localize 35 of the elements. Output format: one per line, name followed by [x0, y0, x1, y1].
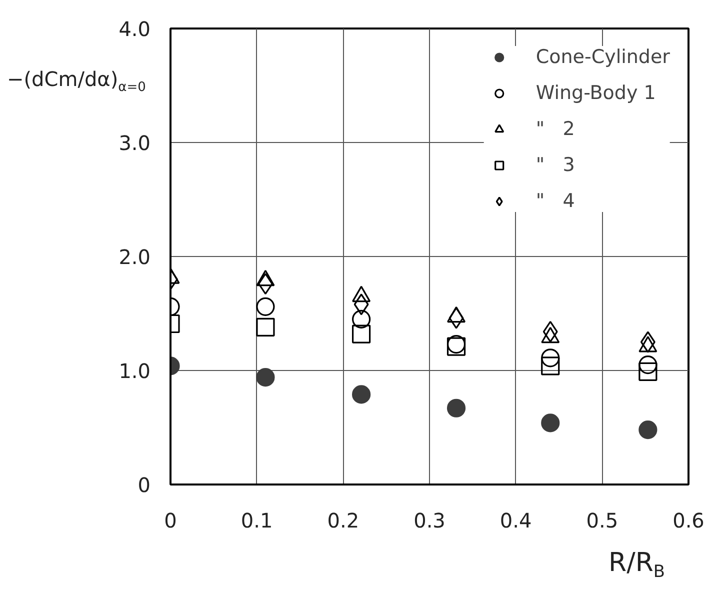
y-axis-title: −(dCm/dα)$_{α=0}$	[7, 67, 146, 95]
legend-label: " 3	[536, 154, 575, 176]
point	[541, 414, 560, 432]
y-tick-label: 3.0	[118, 131, 151, 155]
y-tick-label: 2.0	[118, 245, 151, 269]
point	[256, 318, 275, 336]
y-tick-label: 0	[138, 473, 151, 497]
point	[541, 348, 560, 368]
legend-label: " 2	[536, 118, 575, 140]
point	[354, 294, 369, 316]
point	[446, 398, 466, 418]
point	[638, 420, 658, 440]
point	[448, 307, 464, 329]
point	[256, 297, 275, 316]
x-tick-label: 0.4	[500, 508, 532, 532]
point	[352, 324, 371, 344]
point	[541, 356, 560, 376]
legend-label: Cone-Cylinder	[536, 46, 670, 68]
x-axis-title: R/R$_{B}$	[608, 547, 665, 584]
y-tick-label: 1.0	[118, 359, 151, 383]
point	[640, 331, 656, 353]
point	[352, 385, 371, 404]
x-tick-label: 0.3	[414, 508, 446, 532]
point	[256, 368, 275, 387]
point	[638, 356, 658, 374]
point	[352, 310, 371, 328]
x-tick-label: 0.5	[586, 508, 618, 532]
x-tick-label: 0.1	[240, 508, 273, 532]
x-tick-label: 0.2	[327, 508, 360, 532]
legend-label: Wing-Body 1	[536, 82, 656, 104]
point	[638, 362, 658, 381]
legend-label: " 4	[536, 190, 575, 212]
x-tick-label: 0.6	[672, 508, 704, 532]
y-tick-label: 4.0	[118, 17, 151, 41]
x-tick-label: 0	[164, 508, 177, 532]
